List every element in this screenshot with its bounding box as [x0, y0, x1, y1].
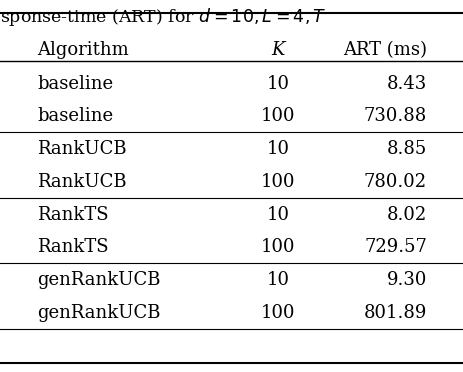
Text: RankUCB: RankUCB: [37, 173, 126, 191]
Text: RankUCB: RankUCB: [37, 140, 126, 158]
Text: 9.30: 9.30: [386, 271, 426, 289]
Text: 10: 10: [266, 206, 289, 224]
Text: Algorithm: Algorithm: [37, 41, 129, 59]
Text: genRankUCB: genRankUCB: [37, 304, 160, 322]
Text: 8.43: 8.43: [386, 75, 426, 93]
Text: 780.02: 780.02: [363, 173, 426, 191]
Text: 8.85: 8.85: [386, 140, 426, 158]
Text: RankTS: RankTS: [37, 238, 108, 256]
Text: ART (ms): ART (ms): [342, 41, 426, 59]
Text: genRankUCB: genRankUCB: [37, 271, 160, 289]
Text: 100: 100: [261, 304, 295, 322]
Text: 8.02: 8.02: [386, 206, 426, 224]
Text: baseline: baseline: [37, 108, 113, 125]
Text: 729.57: 729.57: [363, 238, 426, 256]
Text: 10: 10: [266, 140, 289, 158]
Text: K: K: [271, 41, 285, 59]
Text: 100: 100: [261, 108, 295, 125]
Text: 801.89: 801.89: [363, 304, 426, 322]
Text: 10: 10: [266, 75, 289, 93]
Text: baseline: baseline: [37, 75, 113, 93]
Text: 100: 100: [261, 173, 295, 191]
Text: 100: 100: [261, 238, 295, 256]
Text: RankTS: RankTS: [37, 206, 108, 224]
Text: 730.88: 730.88: [363, 108, 426, 125]
Text: sponse-time (ART) for $d = 10, L = 4, T$: sponse-time (ART) for $d = 10, L = 4, T$: [0, 6, 326, 28]
Text: 10: 10: [266, 271, 289, 289]
